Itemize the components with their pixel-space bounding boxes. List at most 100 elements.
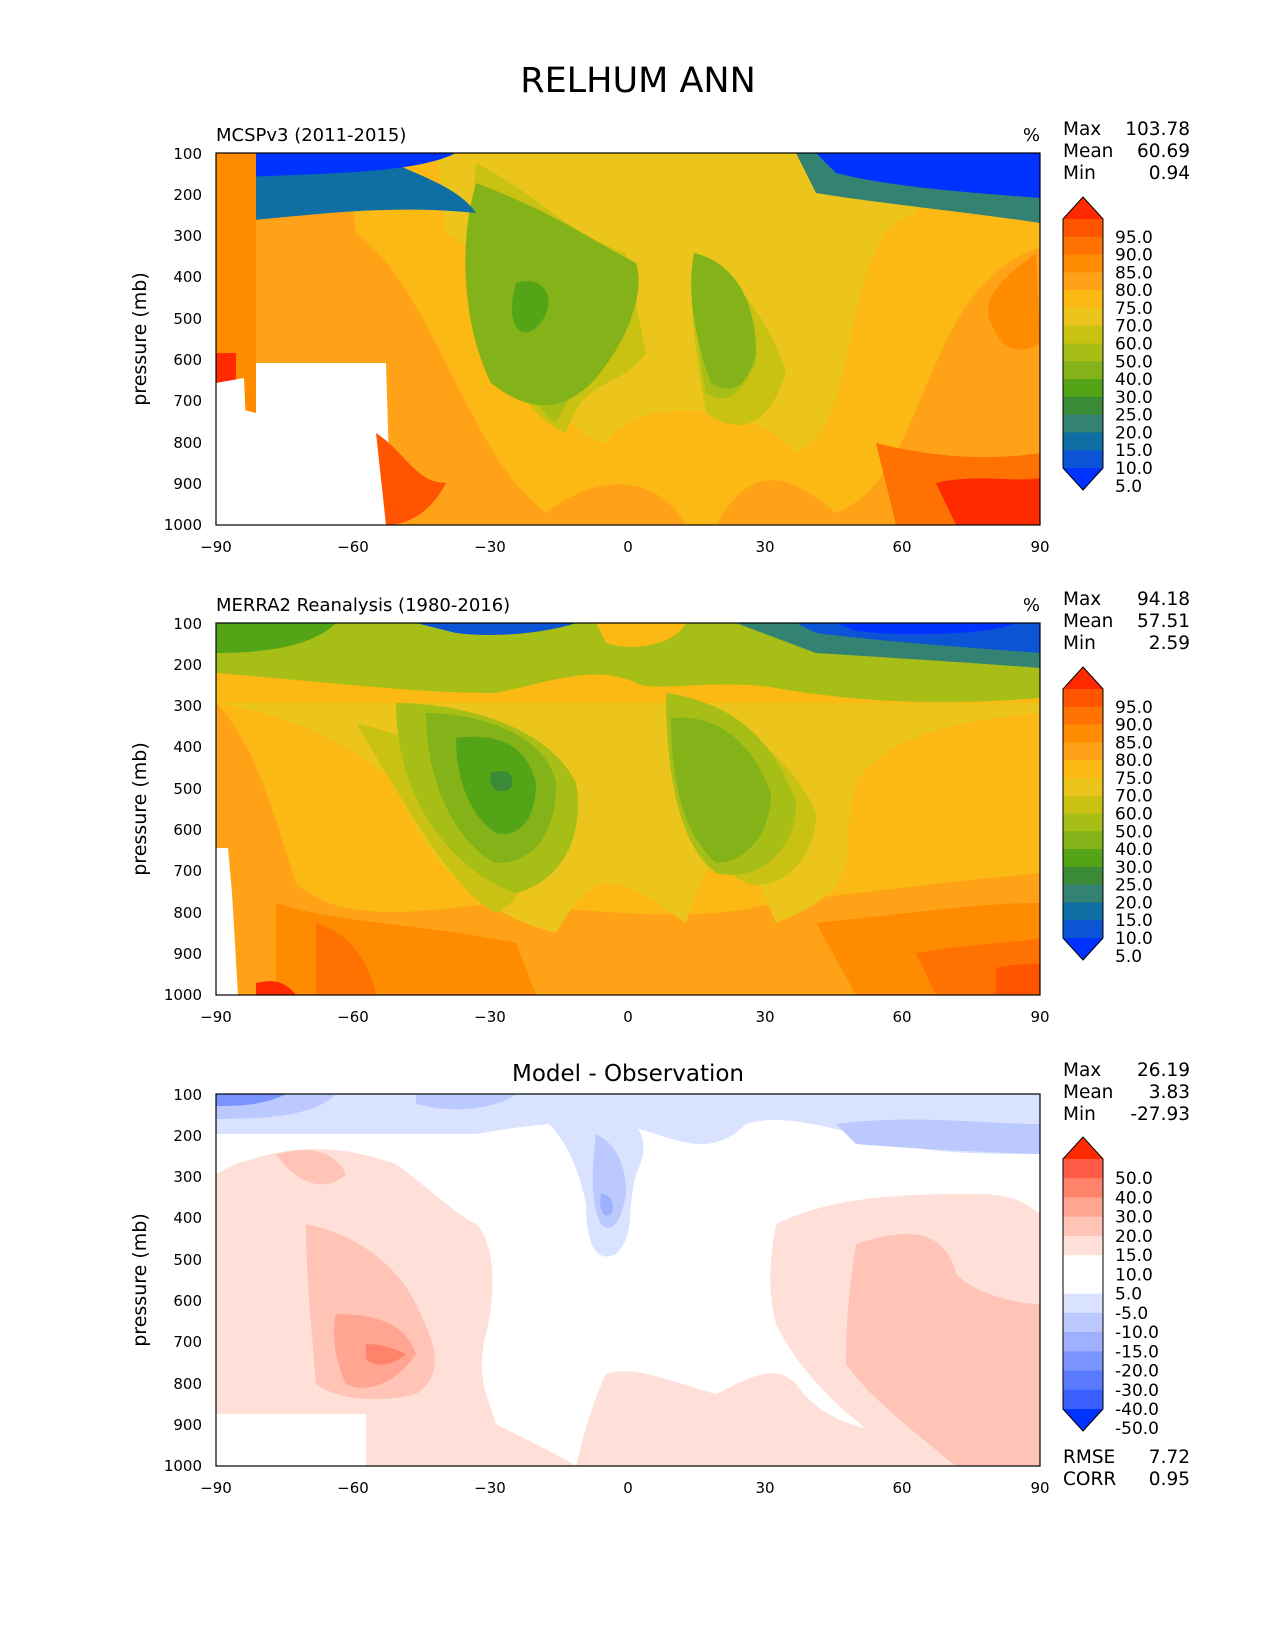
panel-diff-ytick-8: 800 — [173, 1375, 202, 1393]
panel-obs-colorbar-tick-label: 10.0 — [1115, 929, 1153, 949]
panel-obs-y-ticks: 100 200 300 400 500 600 700 800 900 1000 — [164, 615, 202, 1004]
panel-diff-xtick-6: 60 — [892, 1479, 911, 1497]
panel-diff: Model - Observation −90 −60 − — [129, 1060, 1190, 1497]
panel-diff-colorbar-swatch — [1063, 1274, 1103, 1295]
panel-obs-colorbar-swatch — [1063, 742, 1103, 761]
panel-diff-ytick-6: 600 — [173, 1292, 202, 1310]
panel-model-xtick-6: 60 — [892, 538, 911, 556]
panel-obs-colorbar-tick-label: 25.0 — [1115, 876, 1153, 896]
panel-model-colorbar-swatch — [1063, 197, 1103, 219]
panel-obs-ytick-3: 300 — [173, 697, 202, 715]
panel-diff-ytick-5: 500 — [173, 1251, 202, 1269]
panel-model-ytick-9: 900 — [173, 475, 202, 493]
panel-model-colorbar-swatch — [1063, 414, 1103, 433]
panel-obs-colorbar-swatch — [1063, 884, 1103, 903]
panel-diff-colorbar-swatch — [1063, 1137, 1103, 1159]
panel-obs-title: MERRA2 Reanalysis (1980-2016) — [216, 595, 510, 616]
panel-model-xtick-1: −90 — [200, 538, 232, 556]
panel-model-y-ticks: 100 200 300 400 500 600 700 800 900 1000 — [164, 145, 202, 534]
panel-obs-frame — [215, 622, 1041, 996]
panel-diff-contour-field — [216, 1094, 1040, 1466]
panel-diff-colorbar-swatch — [1063, 1255, 1103, 1275]
panel-obs-ytick-2: 200 — [173, 656, 202, 674]
panel-obs-min-label: Min — [1063, 633, 1096, 654]
panel-model-colorbar-tick-label: 60.0 — [1115, 335, 1153, 355]
panel-obs-colorbar-swatch — [1063, 706, 1103, 725]
panel-diff-ytick-9: 900 — [173, 1416, 202, 1434]
panel-diff-x-ticks: −90 −60 −30 0 30 60 90 — [200, 1479, 1049, 1497]
panel-diff-colorbar-tick-label: 30.0 — [1115, 1208, 1153, 1228]
panel-model-ytick-5: 500 — [173, 310, 202, 328]
panel-obs-xtick-1: −90 — [200, 1008, 232, 1026]
panel-obs-contour-field — [216, 623, 1040, 995]
panel-model-colorbar-tick-label: 5.0 — [1115, 477, 1142, 497]
panel-model-y-label: pressure (mb) — [129, 272, 151, 406]
panel-obs-colorbar-outline — [1062, 666, 1104, 961]
panel-diff-xtick-3: −30 — [474, 1479, 506, 1497]
panel-diff-colorbar-tick-label: -5.0 — [1115, 1304, 1148, 1324]
panel-model-colorbar-tick-label: 80.0 — [1115, 281, 1153, 301]
panel-model-stats: Max 103.78 Mean 60.69 Min 0.94 — [1063, 119, 1190, 184]
panel-diff-colorbar-tick-label: -30.0 — [1115, 1381, 1159, 1401]
panel-obs-colorbar-tick-label: 5.0 — [1115, 947, 1142, 967]
panel-diff-xtick-2: −60 — [337, 1479, 369, 1497]
panel-diff-xtick-1: −90 — [200, 1479, 232, 1497]
panel-model: MCSPv3 (2011-2015) % — [129, 119, 1190, 556]
panel-model-max-value: 103.78 — [1125, 119, 1190, 140]
panel-diff-colorbar-swatch — [1063, 1293, 1103, 1314]
panel-diff-y-label: pressure (mb) — [129, 1213, 151, 1347]
panel-model-colorbar-tick-label: 20.0 — [1115, 423, 1153, 443]
panel-diff-colorbar-tick-label: 40.0 — [1115, 1188, 1153, 1208]
panel-diff-colorbar-swatch — [1063, 1312, 1103, 1333]
panel-obs-ytick-1: 100 — [173, 615, 202, 633]
panel-diff-colorbar-swatch — [1063, 1409, 1103, 1431]
panel-diff-colorbar-tick-label: -15.0 — [1115, 1342, 1159, 1362]
panel-obs-colorbar-tick-label: 15.0 — [1115, 911, 1153, 931]
panel-obs-colorbar-swatch — [1063, 667, 1103, 689]
panel-model-colorbar-tick-label: 25.0 — [1115, 406, 1153, 426]
panel-model-colorbar-tick-label: 15.0 — [1115, 441, 1153, 461]
panel-diff-min-value: -27.93 — [1130, 1104, 1190, 1125]
panel-model-colorbar-tick-label: 75.0 — [1115, 299, 1153, 319]
panel-obs-colorbar-tick-label: 50.0 — [1115, 822, 1153, 842]
panel-model-mean-value: 60.69 — [1137, 141, 1190, 162]
panel-model-colorbar-tick-label: 50.0 — [1115, 352, 1153, 372]
panel-model-ytick-2: 200 — [173, 186, 202, 204]
panel-model-ytick-4: 400 — [173, 268, 202, 286]
panel-model-colorbar-swatch — [1063, 343, 1103, 362]
panel-model-colorbar-swatch — [1063, 272, 1103, 291]
panel-obs-colorbar-tick-label: 30.0 — [1115, 858, 1153, 878]
panel-obs-max-value: 94.18 — [1137, 589, 1190, 610]
panel-diff-colorbar-tick-label: 10.0 — [1115, 1265, 1153, 1285]
panel-model-frame — [215, 152, 1041, 526]
panel-model-ytick-3: 300 — [173, 227, 202, 245]
panel-diff-colorbar-outline — [1062, 1136, 1104, 1432]
panel-obs-colorbar-swatch — [1063, 777, 1103, 797]
panel-diff-ytick-2: 200 — [173, 1127, 202, 1145]
panel-model-colorbar-swatch — [1063, 468, 1103, 490]
panel-diff-max-label: Max — [1063, 1060, 1101, 1081]
panel-model-x-ticks: −90 −60 −30 0 30 60 90 — [200, 538, 1049, 556]
panel-obs-colorbar-swatch — [1063, 831, 1103, 850]
panel-obs-colorbar-tick-label: 20.0 — [1115, 893, 1153, 913]
panel-diff-xtick-4: 0 — [623, 1479, 633, 1497]
panel-diff-ytick-1: 100 — [173, 1086, 202, 1104]
panel-model-colorbar-tick-label: 95.0 — [1115, 228, 1153, 248]
panel-diff-ytick-7: 700 — [173, 1333, 202, 1351]
panel-model-xtick-4: 0 — [623, 538, 633, 556]
panel-obs-colorbar-tick-label: 90.0 — [1115, 716, 1153, 736]
panel-obs-colorbar-tick-label: 80.0 — [1115, 751, 1153, 771]
panel-model-colorbar-swatch — [1063, 307, 1103, 327]
panel-diff-colorbar-swatch — [1063, 1332, 1103, 1352]
panel-diff-colorbar-tick-label: 50.0 — [1115, 1169, 1153, 1189]
panel-model-xtick-7: 90 — [1030, 538, 1049, 556]
panel-diff-mean-label: Mean — [1063, 1082, 1113, 1103]
panel-obs-mean-label: Mean — [1063, 611, 1113, 632]
panel-obs-xtick-2: −60 — [337, 1008, 369, 1026]
panel-diff-min-label: Min — [1063, 1104, 1096, 1125]
panel-model-colorbar-outline — [1062, 196, 1104, 491]
panel-obs-colorbar-tick-label: 70.0 — [1115, 787, 1153, 807]
panel-diff-colorbar-swatch — [1063, 1216, 1103, 1237]
panel-model-units: % — [1023, 125, 1040, 146]
